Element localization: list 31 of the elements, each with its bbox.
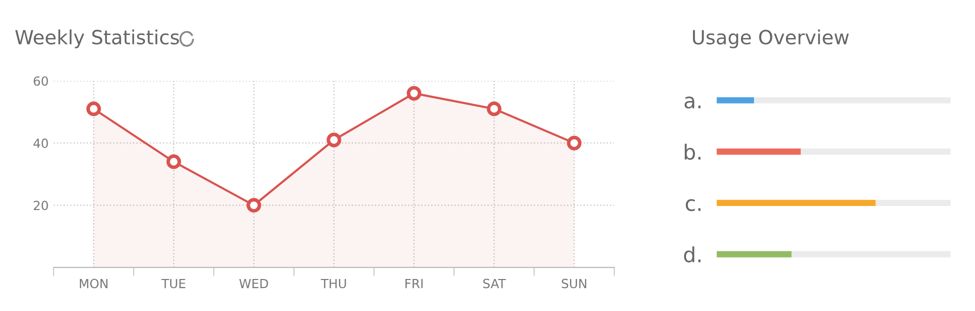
point [566, 136, 582, 150]
bar [716, 200, 876, 206]
point [246, 198, 262, 213]
bar [716, 251, 792, 258]
x-tick-label: MON [80, 278, 108, 288]
bar [716, 148, 801, 155]
bar [800, 148, 951, 155]
bar [792, 251, 951, 258]
y-tick-label: a. [684, 96, 700, 109]
x-tick-label: THU [320, 278, 346, 288]
bar [716, 97, 754, 104]
bar [876, 200, 951, 206]
point [486, 102, 502, 116]
bar [754, 97, 951, 104]
y-tick-label: 40 [33, 138, 48, 148]
y-tick-label: d. [684, 246, 700, 262]
x-tick-label: SAT [483, 278, 506, 288]
chart-title: Usage Overview [692, 29, 849, 48]
point [326, 132, 342, 148]
x-tick-label: WED [239, 278, 268, 288]
y-tick-label: 20 [34, 200, 48, 210]
x-tick-label: SUN [562, 278, 586, 288]
y-tick-label: b. [684, 144, 700, 160]
point [86, 102, 101, 116]
point [166, 154, 182, 170]
x-tick-label: TUE [161, 278, 186, 288]
y-tick-label: 60 [34, 76, 48, 86]
point [406, 86, 422, 101]
x-tick-label: FRI [405, 278, 423, 288]
chart-title: Weekly Statistics [15, 29, 179, 48]
y-tick-label: c. [686, 199, 700, 212]
